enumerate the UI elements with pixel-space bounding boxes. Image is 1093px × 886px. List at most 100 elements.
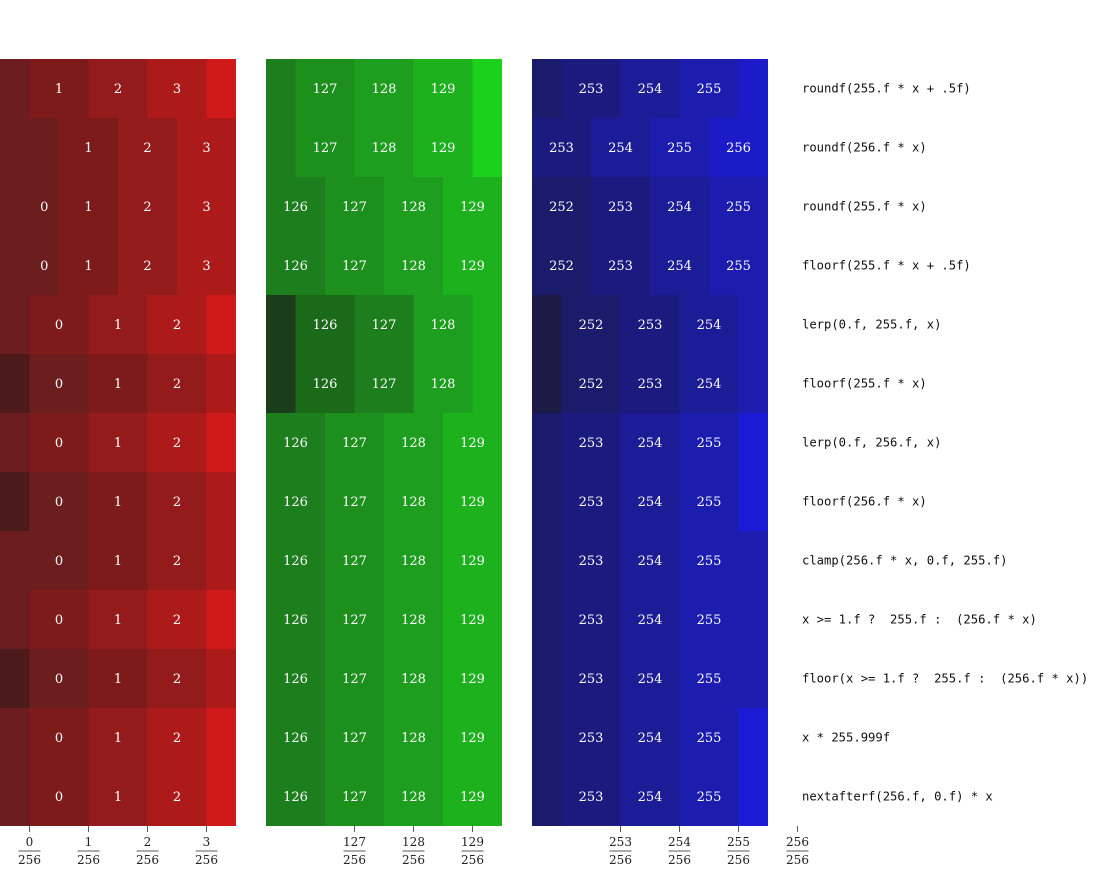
quant-cell — [147, 531, 207, 590]
cell-value-label: 129 — [460, 554, 485, 569]
cell-value-label: 253 — [579, 82, 604, 97]
quant-cell — [266, 118, 296, 177]
cell-value-label: 128 — [401, 259, 426, 274]
cell-value-label: 254 — [638, 495, 663, 510]
quant-cell — [738, 472, 768, 531]
quant-cell — [206, 531, 236, 590]
cell-value-label: 254 — [697, 318, 722, 333]
cell-value-label: 2 — [143, 259, 151, 274]
quant-cell — [88, 59, 148, 118]
quant-cell — [147, 472, 207, 531]
cell-value-label: 1 — [114, 436, 122, 451]
cell-value-label: 254 — [638, 436, 663, 451]
quant-cell — [532, 472, 562, 531]
cell-value-label: 1 — [114, 554, 122, 569]
quant-cell — [29, 590, 89, 649]
quant-cell — [0, 531, 89, 590]
row-1-red-panel: 1 2 3 — [0, 118, 236, 177]
cell-value-label: 254 — [638, 82, 663, 97]
cell-value-label: 254 — [638, 613, 663, 628]
cell-value-label: 1 — [114, 731, 122, 746]
quant-cell — [0, 767, 30, 826]
row-1-blue-panel: 253 254 255 256 — [532, 118, 768, 177]
row-1-green-panel: 127 128 129 — [266, 118, 502, 177]
cell-value-label: 254 — [667, 259, 692, 274]
cell-value-label: 3 — [202, 141, 210, 156]
quant-cell — [147, 767, 207, 826]
cell-value-label: 0 — [55, 554, 63, 569]
quant-cell — [561, 413, 621, 472]
quant-cell — [0, 472, 30, 531]
quant-cell — [620, 59, 680, 118]
cell-value-label: 1 — [114, 495, 122, 510]
row-9-green-panel: 126 127 128 129 — [266, 590, 502, 649]
row-3-red-panel: 0 1 2 3 — [0, 236, 236, 295]
quant-cell — [147, 295, 207, 354]
tick-denominator: 256 — [18, 853, 41, 867]
row-2-red-panel: 0 1 2 3 — [0, 177, 236, 236]
quant-cell — [679, 767, 739, 826]
quant-cell — [325, 649, 384, 708]
quant-cell — [620, 413, 680, 472]
cell-value-label: 253 — [579, 790, 604, 805]
quant-cell — [443, 413, 502, 472]
row-12-red-panel: 0 1 2 — [0, 767, 236, 826]
tick-denominator: 256 — [727, 853, 750, 867]
quant-cell — [266, 590, 325, 649]
quant-cell — [0, 413, 30, 472]
cell-value-label: 2 — [173, 672, 181, 687]
axes: 0256125622563256127256128256129256253256… — [18, 826, 809, 867]
cell-value-label: 255 — [726, 259, 751, 274]
row-4-blue-panel: 252 253 254 — [532, 295, 768, 354]
quant-cell — [532, 118, 591, 177]
tick-numerator: 256 — [786, 835, 809, 849]
cell-value-label: 253 — [638, 377, 663, 392]
cell-value-label: 254 — [608, 141, 633, 156]
cell-value-label: 2 — [173, 731, 181, 746]
quant-cell — [29, 472, 89, 531]
quant-cell — [0, 590, 30, 649]
quant-cell — [0, 236, 59, 295]
tick-denominator: 256 — [195, 853, 218, 867]
quant-cell — [384, 236, 443, 295]
cell-value-label: 2 — [173, 436, 181, 451]
quant-cell — [0, 118, 59, 177]
cell-value-label: 1 — [55, 82, 63, 97]
row-10-red-panel: 0 1 2 — [0, 649, 236, 708]
quant-cell — [266, 472, 325, 531]
quant-cell — [266, 708, 325, 767]
row-7-red-panel: 0 1 2 — [0, 472, 236, 531]
quant-cell — [29, 413, 89, 472]
quant-cell — [384, 472, 443, 531]
cell-value-label: 1 — [84, 200, 92, 215]
quant-cell — [709, 118, 768, 177]
cell-value-label: 128 — [401, 495, 426, 510]
cell-value-label: 129 — [431, 82, 456, 97]
quant-cell — [679, 531, 768, 590]
quant-cell — [620, 295, 680, 354]
quant-cell — [206, 413, 236, 472]
row-8-blue-panel: 253 254 255 — [532, 531, 768, 590]
cell-value-label: 0 — [55, 436, 63, 451]
cell-value-label: 253 — [579, 554, 604, 569]
cell-value-label: 127 — [342, 436, 367, 451]
quant-cell — [147, 413, 207, 472]
quant-cell — [147, 649, 207, 708]
cell-value-label: 3 — [173, 82, 181, 97]
quant-cell — [29, 767, 89, 826]
quant-cell — [443, 472, 502, 531]
tick-numerator: 2 — [144, 835, 152, 849]
cell-value-label: 253 — [638, 318, 663, 333]
tick-numerator: 255 — [727, 835, 750, 849]
cell-value-label: 252 — [579, 318, 604, 333]
row-5-red-panel: 0 1 2 — [0, 354, 236, 413]
row-3-blue-panel: 252 253 254 255 — [532, 236, 768, 295]
quant-cell — [206, 708, 236, 767]
quant-cell — [0, 177, 59, 236]
cell-value-label: 126 — [283, 554, 308, 569]
quant-cell — [266, 649, 325, 708]
cell-value-label: 126 — [283, 495, 308, 510]
cell-value-label: 0 — [55, 318, 63, 333]
